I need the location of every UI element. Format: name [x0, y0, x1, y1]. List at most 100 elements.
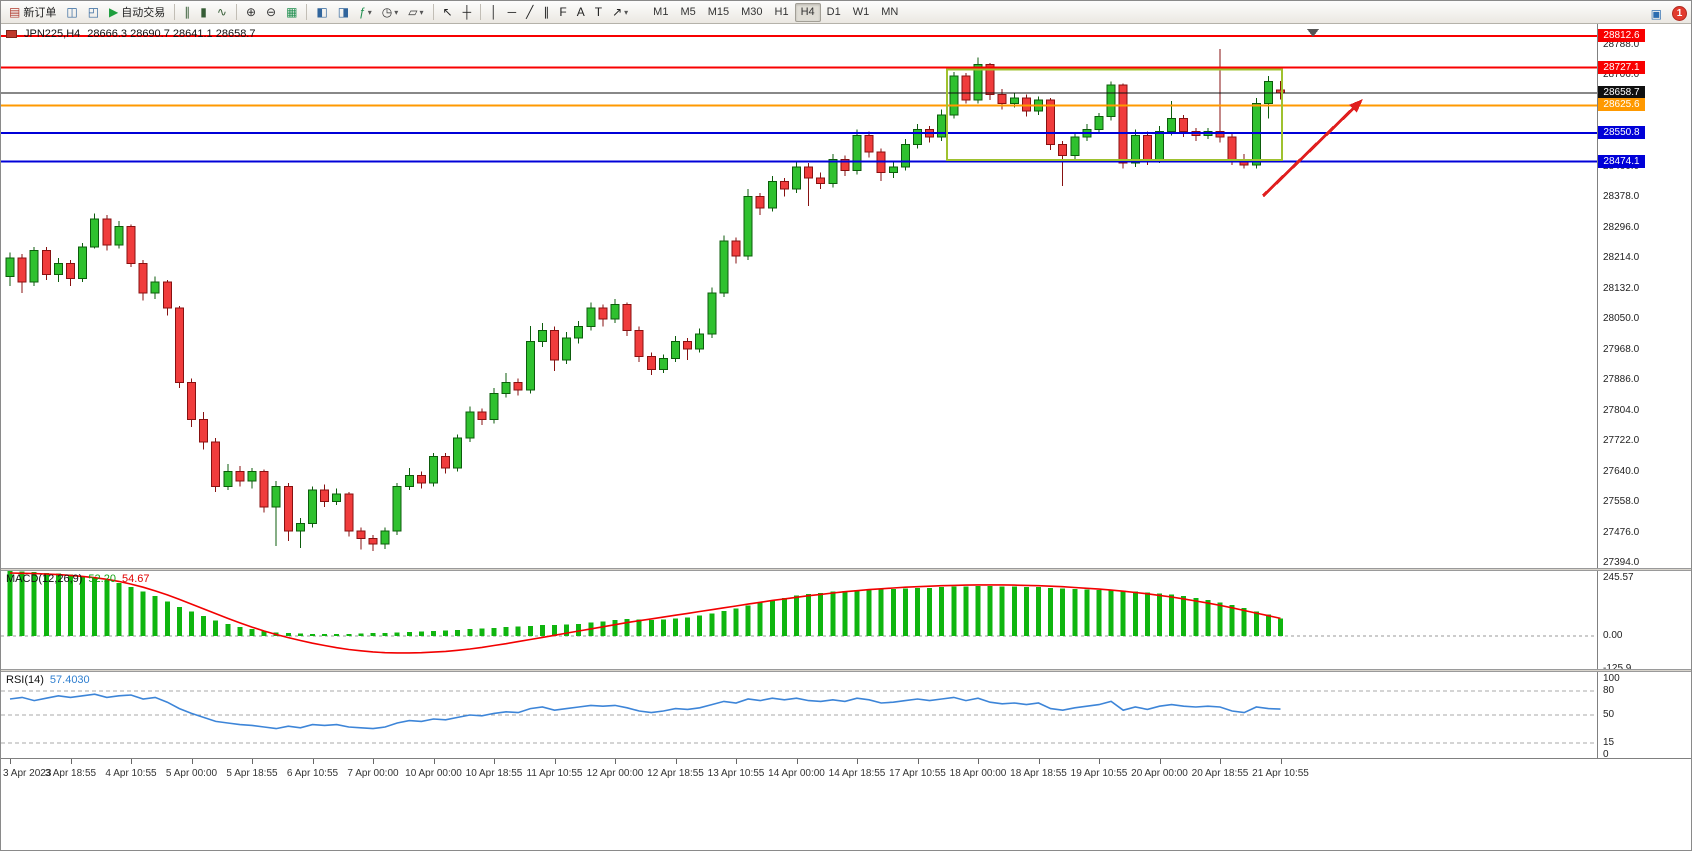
- macd-panel[interactable]: MACD(12,26,9) 52.20 54.67: [1, 571, 1597, 669]
- price-line-badge[interactable]: 28727.1: [1598, 60, 1645, 74]
- timeframe-w1-button[interactable]: W1: [852, 6, 870, 18]
- timeframe-h1-button[interactable]: H1: [774, 6, 789, 18]
- zoom-out-button[interactable]: ⊖: [261, 3, 281, 22]
- time-tick: [70, 759, 72, 764]
- toolbar-items: ▤ 新订单 ◫ ◰ ▶ 自动交易 ∥ ▮ ∿ ⊕ ⊖ ▦ ◧ ◨ ƒ ▾ ◷ ▾ ▱ ▾ ↖ ┼ │ ─ ╱ ∥ F A T ↗ ▾: [4, 1, 633, 24]
- templates-button[interactable]: ▱ ▾: [403, 3, 428, 22]
- fibonacci-button[interactable]: F: [554, 3, 571, 22]
- one-click-trading-tab[interactable]: [6, 30, 17, 38]
- algo-trading-button-label: 自动交易: [121, 7, 166, 19]
- label-icon: T: [594, 5, 603, 19]
- line-chart-button[interactable]: ∿: [212, 3, 232, 22]
- trendline-icon: ╱: [526, 5, 534, 19]
- timeframe-h4-button[interactable]: H4: [794, 2, 821, 22]
- price-line-badge[interactable]: 28625.6: [1598, 98, 1645, 112]
- price-tick: 27804.0: [1603, 404, 1640, 416]
- rectangle-annotation[interactable]: [946, 68, 1283, 161]
- candlestick-chart-button[interactable]: ▮: [195, 3, 212, 22]
- arrow-annotation[interactable]: [1261, 107, 1354, 198]
- time-tick: [312, 759, 314, 764]
- algo-trading-button[interactable]: ▶ 自动交易: [104, 3, 170, 22]
- caret-down-icon: ▾: [394, 7, 399, 17]
- time-tick: [1220, 759, 1221, 764]
- cascade-windows-icon: ◨: [337, 5, 350, 19]
- macd-label: MACD(12,26,9) 52.20 54.67: [6, 573, 149, 585]
- price-line-badge[interactable]: 28550.8: [1598, 126, 1645, 140]
- price-tick: 28132.0: [1603, 282, 1640, 294]
- arrows-button[interactable]: ↗ ▾: [607, 3, 633, 22]
- zoom-in-icon: ⊕: [245, 5, 256, 19]
- price-line-badge[interactable]: 28812.6: [1598, 28, 1645, 42]
- bar-chart-button[interactable]: ∥: [179, 3, 195, 22]
- timeframe-m1-button[interactable]: M1: [653, 6, 669, 18]
- market-watch-button[interactable]: ◫: [61, 3, 82, 22]
- arrow-head[interactable]: [1349, 99, 1363, 113]
- price-tick: 28296.0: [1603, 221, 1640, 233]
- channel-icon: ∥: [543, 5, 550, 19]
- alerts-button[interactable]: ▣: [1646, 4, 1667, 23]
- rsi-panel[interactable]: RSI(14) 57.4030: [1, 672, 1597, 758]
- time-tick: [10, 759, 11, 764]
- crosshair-button[interactable]: ┼: [458, 3, 477, 22]
- play-icon: ▶: [109, 5, 119, 19]
- cursor-button[interactable]: ↖: [438, 3, 458, 22]
- chart-ohlc-header: JPN225,H4 28666.3 28690.7 28641.1 28658.…: [6, 28, 255, 40]
- candles-group: [5, 49, 1285, 551]
- channel-button[interactable]: ∥: [538, 3, 554, 22]
- time-tick: [1159, 759, 1161, 764]
- timeframe-toolbar: M1 M5 M15 M30 H1 H4 D1 W1 MN: [647, 1, 904, 24]
- chart-shift-marker[interactable]: [1307, 29, 1319, 37]
- trendline-button[interactable]: ╱: [521, 3, 538, 22]
- clock-icon: ◷: [381, 5, 393, 19]
- time-label: 14 Apr 18:55: [828, 768, 886, 779]
- price-line-badge[interactable]: 28658.7: [1598, 86, 1645, 100]
- new-order-button[interactable]: ▤ 新订单: [4, 3, 61, 22]
- candlestick-chart[interactable]: [1, 24, 1597, 568]
- rsi-value: 57.4030: [49, 674, 90, 686]
- zoom-in-button[interactable]: ⊕: [241, 3, 261, 22]
- timeframe-mn-button[interactable]: MN: [881, 6, 899, 18]
- time-label: 18 Apr 00:00: [949, 768, 1007, 779]
- timeframe-m15-button[interactable]: M15: [707, 6, 730, 18]
- crosshair-icon: ┼: [462, 5, 472, 19]
- toolbar-separator: [432, 4, 434, 20]
- horizontal-line-button[interactable]: ─: [503, 3, 522, 22]
- navigator-button[interactable]: ◰: [83, 3, 104, 22]
- cascade-windows-button[interactable]: ◨: [333, 3, 354, 22]
- caret-down-icon: ▾: [419, 7, 424, 17]
- order-form-icon: ▤: [9, 5, 21, 19]
- time-tick: [373, 759, 374, 764]
- cursor-icon: ↖: [442, 5, 453, 19]
- template-icon: ▱: [408, 5, 418, 19]
- price-tick: 27558.0: [1603, 496, 1640, 508]
- grid-button[interactable]: ▦: [281, 3, 302, 22]
- vertical-line-button[interactable]: │: [485, 3, 503, 22]
- notification-badge[interactable]: 1: [1672, 6, 1687, 21]
- main-chart-panel[interactable]: JPN225,H4 28666.3 28690.7 28641.1 28658.…: [1, 24, 1597, 568]
- text-button[interactable]: A: [572, 3, 590, 22]
- rsi-axis-tick: 0: [1603, 749, 1609, 760]
- price-tick: 27394.0: [1603, 557, 1640, 569]
- price-line-badge[interactable]: 28474.1: [1598, 154, 1645, 168]
- price-tick: 28050.0: [1603, 313, 1640, 325]
- price-tick: 28214.0: [1603, 252, 1640, 264]
- panel-splitter[interactable]: [1, 568, 1691, 571]
- time-label: 5 Apr 00:00: [165, 768, 218, 779]
- panel-splitter[interactable]: [1, 669, 1691, 672]
- indicators-button[interactable]: ƒ ▾: [354, 3, 377, 22]
- time-label: 4 Apr 10:55: [105, 768, 157, 779]
- time-tick: [796, 759, 798, 764]
- label-button[interactable]: T: [590, 3, 607, 22]
- candlestick-icon: ▮: [200, 5, 207, 19]
- toolbar: ▤ 新订单 ◫ ◰ ▶ 自动交易 ∥ ▮ ∿ ⊕ ⊖ ▦ ◧ ◨ ƒ ▾ ◷ ▾ ▱ ▾ ↖ ┼ │ ─ ╱ ∥ F A T ↗ ▾ M1 M…: [1, 1, 1691, 24]
- tile-windows-button[interactable]: ◧: [311, 3, 332, 22]
- navigator-icon: ◰: [87, 5, 100, 19]
- periods-button[interactable]: ◷ ▾: [377, 3, 404, 22]
- time-tick: [675, 759, 677, 764]
- chart-symbol: JPN225,H4: [24, 28, 81, 40]
- arrow-icon: ↗: [612, 5, 623, 19]
- timeframe-m30-button[interactable]: M30: [741, 6, 763, 18]
- timeframe-m5-button[interactable]: M5: [680, 6, 696, 18]
- time-tick: [917, 759, 919, 764]
- timeframe-d1-button[interactable]: D1: [826, 6, 841, 18]
